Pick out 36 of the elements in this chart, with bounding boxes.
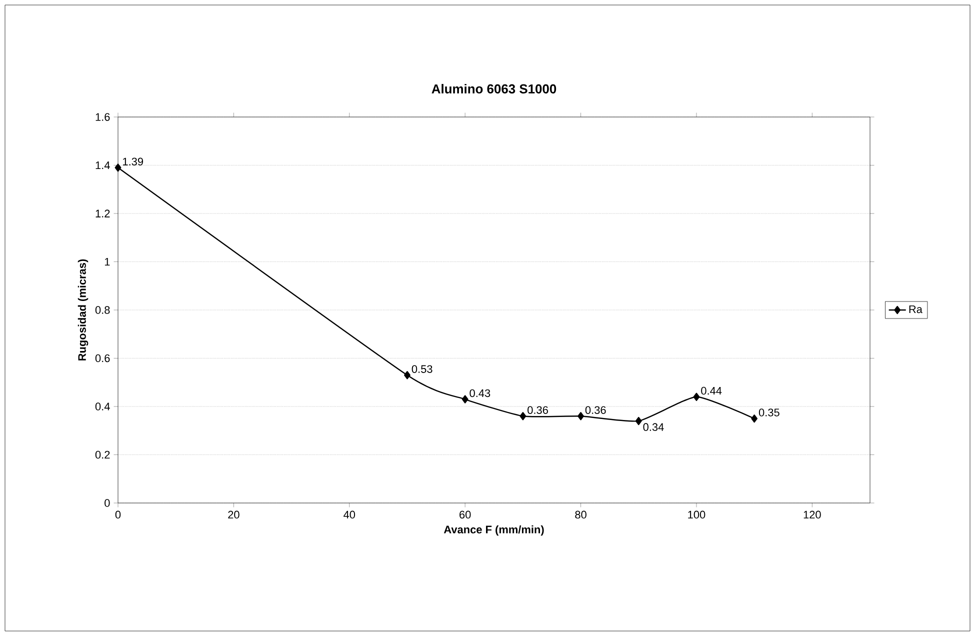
point	[520, 412, 526, 420]
data-label: 0.43	[470, 389, 490, 398]
point	[404, 371, 410, 380]
y-tick-label: 0.4	[95, 402, 110, 410]
data-label: 1.39	[123, 158, 144, 166]
data-label: 0.36	[585, 406, 606, 414]
point	[751, 414, 758, 423]
data-label: 0.36	[528, 406, 548, 414]
y-tick-label: 1.2	[96, 210, 110, 218]
point	[114, 164, 122, 172]
x-tick-label: 60	[460, 510, 471, 519]
y-axis-title: Rugosidad (micras)	[78, 259, 88, 360]
y-tick-label: 1	[104, 258, 110, 266]
y-tick-label: 1.6	[96, 113, 110, 121]
point	[693, 392, 700, 401]
y-tick-label: 0.6	[95, 354, 110, 362]
x-tick-label: 0	[115, 510, 121, 519]
point	[635, 416, 642, 426]
y-tick-label: 0.2	[95, 450, 110, 459]
data-label: 0.53	[412, 365, 432, 373]
y-tick-label: 1.4	[96, 161, 110, 170]
data-label: 0.35	[758, 408, 780, 416]
chart-title: Alumino 6063 S1000	[432, 84, 556, 94]
point	[462, 395, 468, 404]
data-label: 0.34	[643, 423, 664, 431]
point	[578, 412, 584, 420]
x-tick-label: 100	[688, 510, 706, 519]
x-axis-title: Avance F (mm/min)	[444, 525, 544, 536]
legend-label: Ra	[909, 305, 922, 314]
x-tick-label: 80	[575, 510, 586, 519]
data-label: 0.44	[701, 386, 722, 395]
y-tick-label: 0.8	[95, 306, 110, 314]
x-tick-label: 40	[344, 510, 356, 519]
y-tick-label: 0	[104, 499, 110, 507]
x-tick-label: 20	[228, 510, 240, 519]
x-tick-label: 120	[804, 510, 821, 519]
